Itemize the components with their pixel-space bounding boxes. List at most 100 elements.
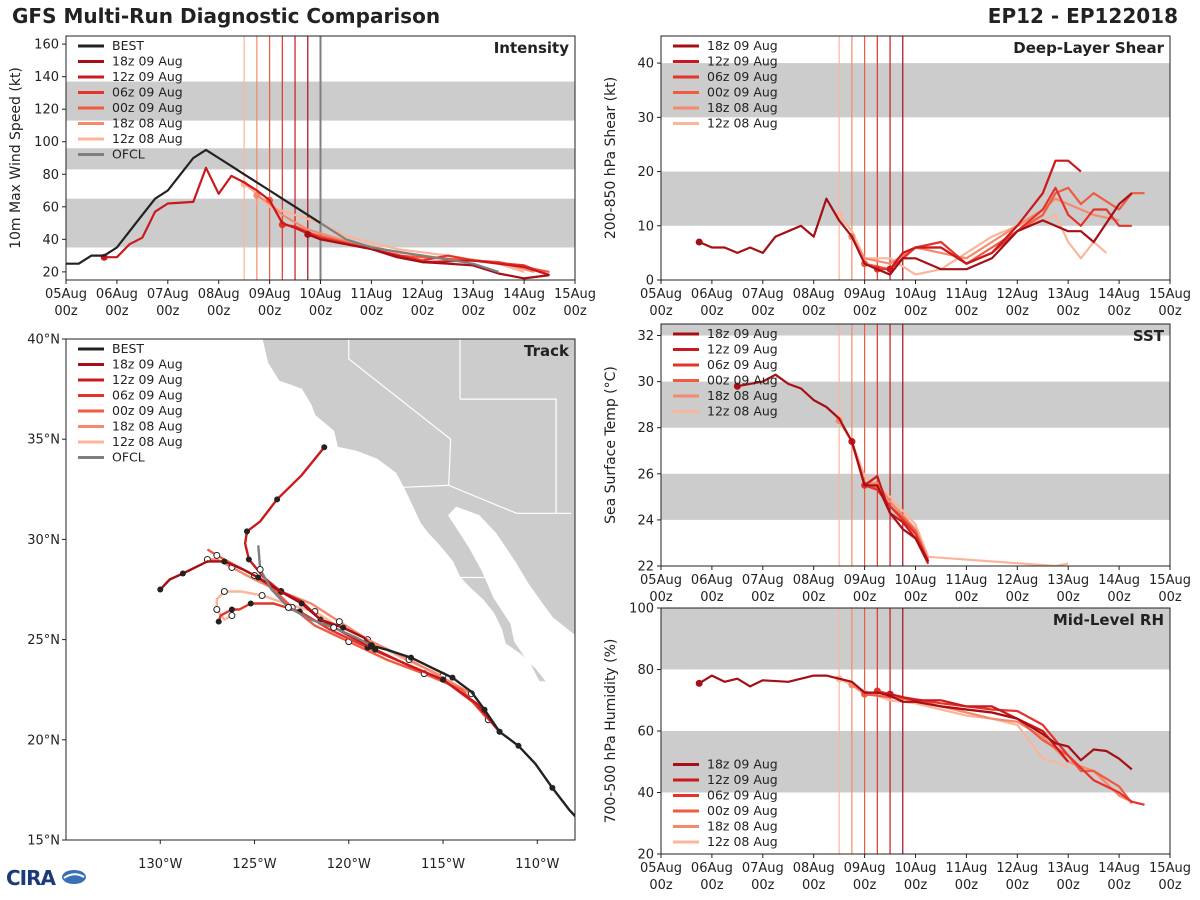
sst-xtick-sublabel: 00z: [904, 590, 928, 605]
track-marker-best: [407, 654, 414, 661]
shear-xtick-sublabel: 00z: [904, 304, 928, 319]
cira-logo-icon: [61, 870, 86, 884]
shear-xtick-sublabel: 00z: [1107, 304, 1131, 319]
sst-band-0: [661, 473, 1170, 520]
track-legend-label-06z-09-aug: 06z 09 Aug: [112, 388, 183, 403]
intensity-xtick-label: 12Aug: [401, 287, 443, 302]
sst-title: SST: [1133, 327, 1165, 345]
rh-legend-label-18z-09-aug: 18z 09 Aug: [707, 757, 778, 772]
track-land-north-america: [261, 339, 575, 683]
intensity-xtick-sublabel: 00z: [258, 304, 282, 319]
track-marker-open-ofcl: [330, 624, 338, 632]
rh-xtick-label: 13Aug: [1047, 861, 1089, 876]
sst-xtick-sublabel: 00z: [1057, 590, 1081, 605]
shear-ytick-label: 10: [637, 219, 654, 234]
shear-xtick-label: 15Aug: [1149, 287, 1191, 302]
intensity-ytick-label: 100: [34, 135, 59, 150]
track-panel: 15°N 20°N 25°N 30°N 35°N 40°N 130°W 125°W 120°W 1…: [27, 333, 582, 872]
intensity-xtick-sublabel: 00z: [156, 304, 180, 319]
track-marker-open-ofcl: [284, 604, 292, 612]
rh-xtick-sublabel: 00z: [1158, 878, 1182, 893]
shear-xtick-label: 12Aug: [996, 287, 1038, 302]
shear-ytick-label: 20: [637, 165, 654, 180]
shear-xtick-sublabel: 00z: [1158, 304, 1182, 319]
track-map-group: [157, 339, 582, 823]
track-xtick-label: 110°W: [515, 857, 559, 872]
sst-series-18z-09-aug: [737, 373, 930, 562]
track-ytick-label: 35°N: [27, 433, 60, 448]
rh-xtick-label: 12Aug: [996, 861, 1038, 876]
rh-ytick-label: 40: [637, 786, 654, 801]
shear-ytick-label: 40: [637, 57, 654, 72]
track-border-0: [348, 339, 452, 486]
intensity-ytick-label: 40: [42, 233, 59, 248]
intensity-ytick-label: 80: [42, 168, 59, 183]
intensity-legend-label-ofcl: OFCL: [112, 147, 145, 162]
track-marker-06z-09-aug: [247, 600, 254, 607]
sst-xtick-label: 06Aug: [691, 573, 733, 588]
track-marker-best: [576, 817, 582, 823]
intensity-xtick-sublabel: 00z: [54, 304, 78, 319]
intensity-xtick-label: 06Aug: [96, 287, 138, 302]
intensity-ytick-label: 120: [34, 103, 59, 118]
rh-xtick-sublabel: 00z: [1006, 878, 1030, 893]
track-series-ofcl: [257, 545, 372, 647]
intensity-ylabel: 10m Max Wind Speed (kt): [8, 67, 24, 249]
intensity-series-group: [66, 148, 550, 280]
shear-panel: 0 10 20 30 40 05Aug 00z 06Aug 00z 07Aug 00z 08Aug 00…: [603, 35, 1191, 319]
shear-series-12z-09-aug: [889, 159, 1082, 270]
track-marker-06z-09-aug: [228, 606, 235, 613]
rh-ytick-label: 60: [637, 725, 654, 740]
track-frame: [65, 338, 576, 841]
track-xtick-label: 115°W: [421, 857, 465, 872]
sst-xtick-label: 13Aug: [1047, 573, 1089, 588]
track-legend-label-12z-08-aug: 12z 08 Aug: [112, 434, 183, 449]
shear-legend-label-00z-09-aug: 00z 09 Aug: [707, 85, 778, 100]
rh-xtick-sublabel: 00z: [853, 878, 877, 893]
track-marker-18z-09-aug: [340, 624, 347, 631]
figure-title: GFS Multi-Run Diagnostic Comparison: [12, 4, 441, 28]
sst-xtick-label: 09Aug: [844, 573, 886, 588]
track-title: Track: [524, 342, 570, 360]
sst-ytick-label: 26: [637, 467, 654, 482]
intensity-xtick-sublabel: 00z: [512, 304, 536, 319]
rh-xtick-label: 11Aug: [945, 861, 987, 876]
sst-xtick-label: 15Aug: [1149, 573, 1191, 588]
shear-xtick-label: 09Aug: [844, 287, 886, 302]
intensity-legend-label-00z-09-aug: 00z 09 Aug: [112, 100, 183, 115]
intensity-ytick-label: 160: [34, 38, 59, 53]
sst-point-18z-09-aug: [733, 382, 741, 390]
track-legend-label-18z-08-aug: 18z 08 Aug: [112, 419, 183, 434]
sst-xtick-label: 07Aug: [742, 573, 784, 588]
track-legend-label-18z-09-aug: 18z 09 Aug: [112, 357, 183, 372]
sst-xtick-sublabel: 00z: [700, 590, 724, 605]
track-marker-06z-09-aug: [215, 618, 222, 625]
shear-xtick-label: 06Aug: [691, 287, 733, 302]
intensity-xtick-label: 09Aug: [249, 287, 291, 302]
rh-legend-label-12z-08-aug: 12z 08 Aug: [707, 834, 778, 849]
shear-series-18z-09-aug: [698, 192, 1133, 276]
track-ytick-label: 15°N: [27, 834, 60, 849]
track-xtick-label: 130°W: [138, 857, 182, 872]
intensity-xtick-label: 15Aug: [554, 287, 596, 302]
track-xtick-label: 120°W: [327, 857, 371, 872]
shear-legend-label-06z-09-aug: 06z 09 Aug: [707, 69, 778, 84]
sst-xtick-sublabel: 00z: [955, 590, 979, 605]
track-series-best: [371, 644, 575, 818]
rh-ytick-label: 80: [637, 663, 654, 678]
track-marker-best: [481, 706, 488, 713]
rh-xtick-label: 15Aug: [1149, 861, 1191, 876]
sst-xtick-sublabel: 00z: [751, 590, 775, 605]
sst-legend-label-18z-08-aug: 18z 08 Aug: [707, 388, 778, 403]
shear-xtick-label: 08Aug: [793, 287, 835, 302]
shear-band-0: [661, 171, 1170, 226]
rh-xtick-sublabel: 00z: [904, 878, 928, 893]
rh-series-12z-09-aug: [889, 693, 1070, 763]
sst-xtick-sublabel: 00z: [649, 590, 673, 605]
intensity-title: Intensity: [494, 39, 570, 57]
rh-xtick-sublabel: 00z: [955, 878, 979, 893]
intensity-point-18z-08-aug: [253, 191, 261, 199]
intensity-point-18z-09-aug: [304, 230, 312, 238]
track-marker-18z-09-aug: [221, 558, 228, 565]
sst-xtick-sublabel: 00z: [1107, 590, 1131, 605]
